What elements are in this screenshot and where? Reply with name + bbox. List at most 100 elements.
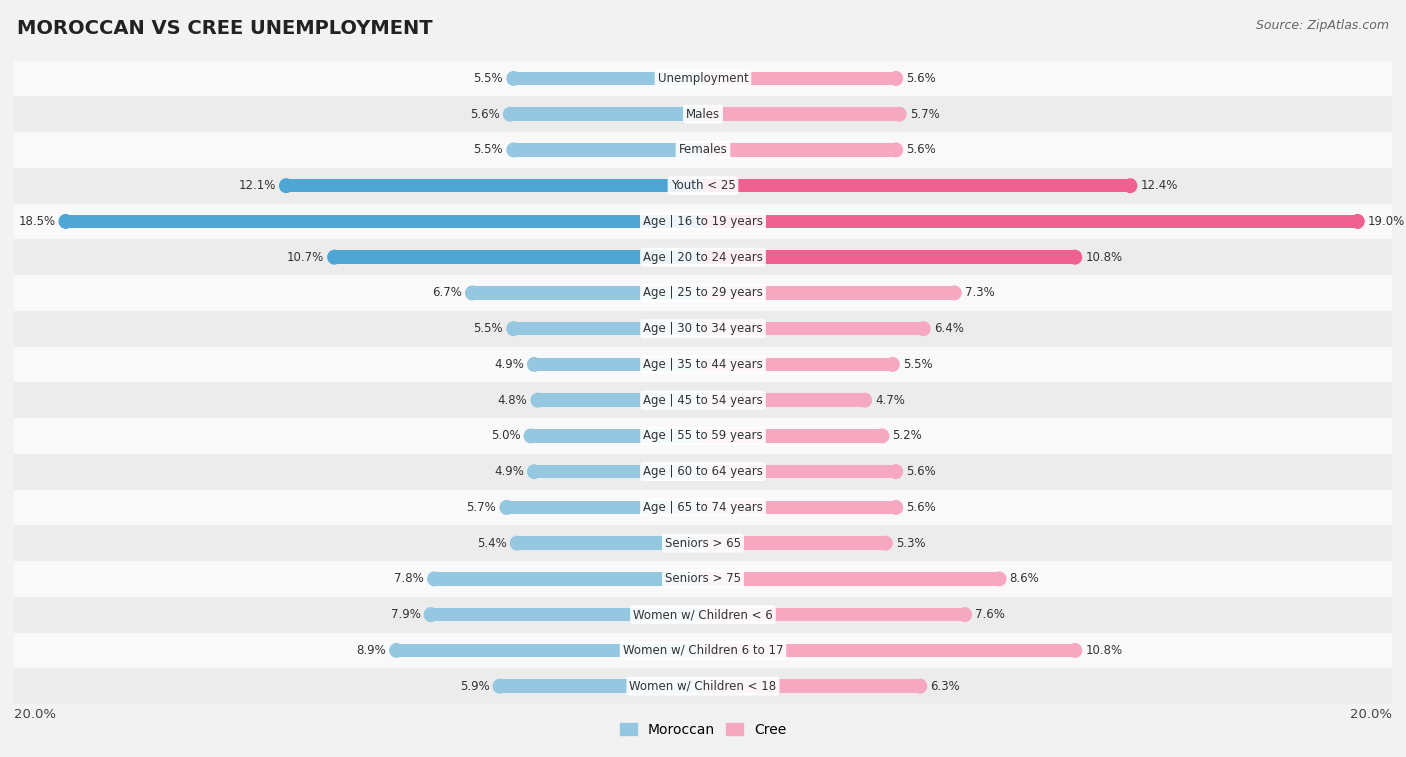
Text: Women w/ Children 6 to 17: Women w/ Children 6 to 17 <box>623 644 783 657</box>
Circle shape <box>959 608 972 621</box>
Text: 6.7%: 6.7% <box>432 286 461 300</box>
Circle shape <box>524 429 537 443</box>
Text: Seniors > 65: Seniors > 65 <box>665 537 741 550</box>
Circle shape <box>280 179 292 192</box>
Text: MOROCCAN VS CREE UNEMPLOYMENT: MOROCCAN VS CREE UNEMPLOYMENT <box>17 19 433 38</box>
Circle shape <box>890 465 903 478</box>
Circle shape <box>1123 179 1136 192</box>
Bar <box>14 132 1392 168</box>
Circle shape <box>948 286 962 300</box>
Text: 5.6%: 5.6% <box>470 107 499 120</box>
Bar <box>14 61 1392 96</box>
Text: 5.0%: 5.0% <box>491 429 520 442</box>
Bar <box>537 394 703 407</box>
Circle shape <box>328 251 342 264</box>
Legend: Moroccan, Cree: Moroccan, Cree <box>614 717 792 742</box>
Bar <box>430 608 703 621</box>
Text: 5.7%: 5.7% <box>910 107 939 120</box>
Text: 12.1%: 12.1% <box>239 179 276 192</box>
Text: 5.6%: 5.6% <box>907 465 936 478</box>
Bar <box>703 322 924 335</box>
Bar <box>14 525 1392 561</box>
Circle shape <box>858 394 872 407</box>
Text: 19.0%: 19.0% <box>1368 215 1405 228</box>
Bar <box>66 215 703 228</box>
Text: 10.8%: 10.8% <box>1085 251 1122 263</box>
Bar <box>14 633 1392 668</box>
Circle shape <box>527 357 541 371</box>
Text: Age | 65 to 74 years: Age | 65 to 74 years <box>643 501 763 514</box>
Bar <box>703 465 896 478</box>
Bar <box>531 429 703 443</box>
Circle shape <box>993 572 1005 586</box>
Text: Women w/ Children < 6: Women w/ Children < 6 <box>633 608 773 621</box>
Text: 5.5%: 5.5% <box>474 72 503 85</box>
Bar <box>14 168 1392 204</box>
Bar <box>14 453 1392 490</box>
Circle shape <box>914 679 927 693</box>
Bar <box>703 251 1076 264</box>
Bar <box>534 465 703 478</box>
Text: Age | 25 to 29 years: Age | 25 to 29 years <box>643 286 763 300</box>
Circle shape <box>425 608 437 621</box>
Text: Age | 55 to 59 years: Age | 55 to 59 years <box>643 429 763 442</box>
Circle shape <box>886 357 898 371</box>
Bar <box>703 286 955 300</box>
Bar <box>14 561 1392 597</box>
Text: Males: Males <box>686 107 720 120</box>
Text: Age | 45 to 54 years: Age | 45 to 54 years <box>643 394 763 407</box>
Bar <box>703 537 886 550</box>
Text: 5.5%: 5.5% <box>903 358 932 371</box>
Circle shape <box>494 679 506 693</box>
Text: 4.9%: 4.9% <box>494 465 524 478</box>
Circle shape <box>503 107 516 121</box>
Bar <box>287 179 703 192</box>
Text: Seniors > 75: Seniors > 75 <box>665 572 741 585</box>
Text: Source: ZipAtlas.com: Source: ZipAtlas.com <box>1256 19 1389 32</box>
Bar <box>703 608 965 621</box>
Bar <box>517 537 703 550</box>
Text: 8.6%: 8.6% <box>1010 572 1039 585</box>
Circle shape <box>510 537 523 550</box>
Bar <box>703 72 896 86</box>
Circle shape <box>1069 251 1081 264</box>
Circle shape <box>890 143 903 157</box>
Text: 18.5%: 18.5% <box>18 215 55 228</box>
Text: 5.6%: 5.6% <box>907 501 936 514</box>
Circle shape <box>531 394 544 407</box>
Text: Age | 60 to 64 years: Age | 60 to 64 years <box>643 465 763 478</box>
Bar <box>506 500 703 514</box>
Text: 5.6%: 5.6% <box>907 72 936 85</box>
Text: 5.5%: 5.5% <box>474 143 503 157</box>
Text: 20.0%: 20.0% <box>1350 708 1392 721</box>
Bar <box>14 204 1392 239</box>
Circle shape <box>1069 643 1081 657</box>
Text: 7.8%: 7.8% <box>394 572 425 585</box>
Text: 6.3%: 6.3% <box>931 680 960 693</box>
Bar <box>14 668 1392 704</box>
Circle shape <box>465 286 479 300</box>
Text: 10.7%: 10.7% <box>287 251 323 263</box>
Text: 5.2%: 5.2% <box>893 429 922 442</box>
Circle shape <box>890 500 903 514</box>
Bar <box>513 72 703 86</box>
Bar <box>703 429 882 443</box>
Text: 5.3%: 5.3% <box>896 537 925 550</box>
Bar <box>14 597 1392 633</box>
Text: 5.6%: 5.6% <box>907 143 936 157</box>
Bar <box>14 311 1392 347</box>
Circle shape <box>501 500 513 514</box>
Circle shape <box>389 643 404 657</box>
Bar <box>703 215 1358 228</box>
Text: 20.0%: 20.0% <box>14 708 56 721</box>
Bar <box>14 490 1392 525</box>
Bar <box>703 357 893 371</box>
Bar <box>14 418 1392 453</box>
Text: 7.3%: 7.3% <box>965 286 994 300</box>
Text: 5.5%: 5.5% <box>474 322 503 335</box>
Bar <box>14 239 1392 275</box>
Bar <box>703 679 920 693</box>
Bar <box>703 572 1000 586</box>
Bar <box>434 572 703 586</box>
Circle shape <box>890 72 903 86</box>
